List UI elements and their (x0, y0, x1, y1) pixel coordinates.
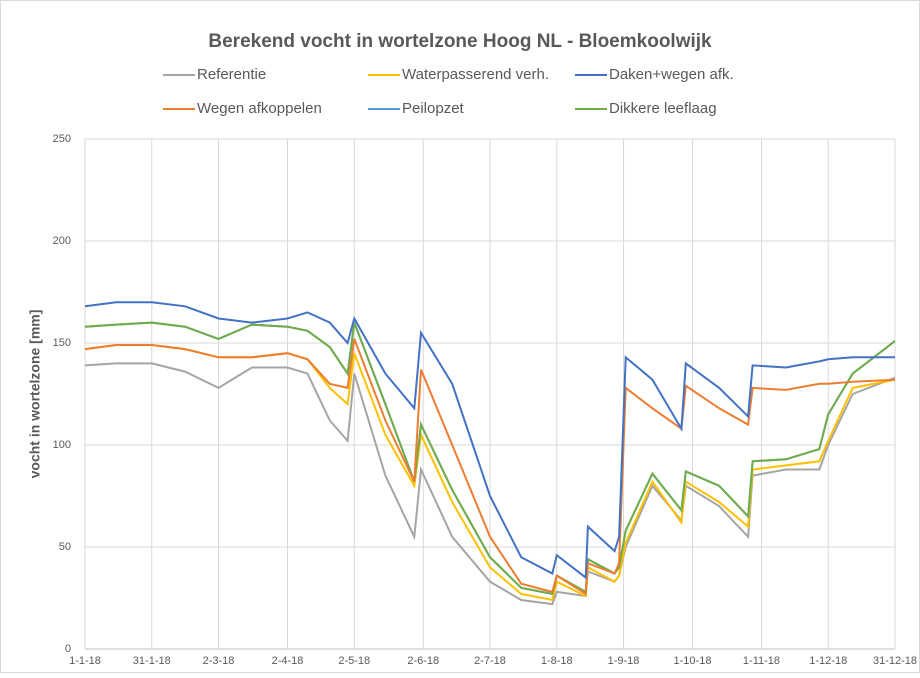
x-tick-label: 2-3-18 (203, 655, 235, 667)
x-tick-label: 2-6-18 (407, 655, 439, 667)
x-tick-label: 31-1-18 (133, 655, 171, 667)
y-tick-label: 200 (53, 235, 71, 247)
series-line (84, 338, 896, 596)
legend-label: Referentie (197, 66, 266, 83)
legend-label: Waterpasserend verh. (402, 66, 549, 83)
x-tick-label: 1-8-18 (541, 655, 573, 667)
y-tick-label: 150 (53, 337, 71, 349)
y-tick-label: 250 (53, 133, 71, 145)
chart-title: Berekend vocht in wortelzone Hoog NL - B… (208, 31, 712, 52)
x-tick-label: 1-10-18 (674, 655, 712, 667)
x-tick-label: 2-4-18 (272, 655, 304, 667)
x-tick-label: 31-12-18 (873, 655, 917, 667)
legend-label: Peilopzet (402, 100, 465, 117)
y-tick-label: 50 (59, 541, 71, 553)
series-line (84, 301, 895, 580)
x-tick-label: 1-9-18 (608, 655, 640, 667)
x-tick-label: 1-12-18 (809, 655, 847, 667)
series-line (84, 321, 896, 596)
x-tick-label: 2-5-18 (338, 655, 370, 667)
legend-label: Dikkere leeflaag (609, 100, 717, 117)
y-axis-label: vocht in wortelzone [mm] (27, 310, 43, 479)
x-tick-label: 1-1-18 (69, 655, 101, 667)
legend-label: Daken+wegen afk. (609, 66, 734, 83)
y-tick-label: 0 (65, 643, 71, 655)
y-tick-label: 100 (53, 439, 71, 451)
legend-label: Wegen afkoppelen (197, 100, 322, 117)
x-tick-label: 1-11-18 (743, 655, 780, 667)
x-tick-label: 2-7-18 (474, 655, 506, 667)
